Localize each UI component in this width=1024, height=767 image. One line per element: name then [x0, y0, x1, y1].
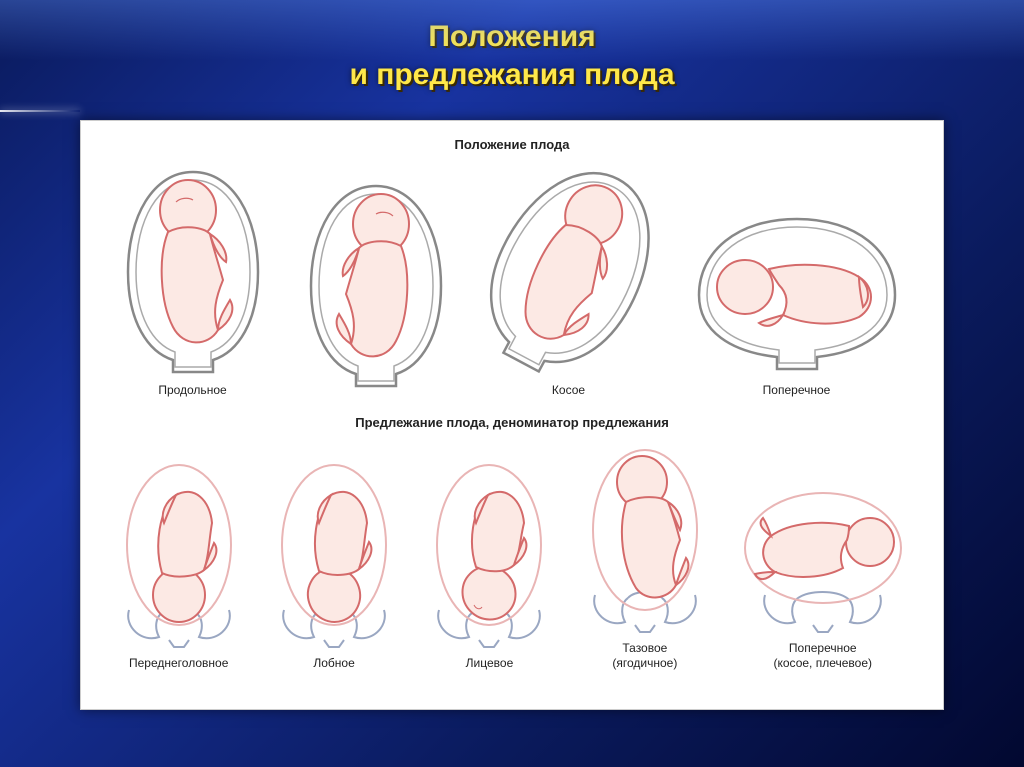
presentation-breech-label: Тазовое (ягодичное) [612, 641, 677, 670]
position-transverse-label: Поперечное [763, 383, 831, 397]
section-1-title: Положение плода [101, 137, 923, 152]
content-panel: Положение плода [80, 120, 944, 710]
presentation-brow-icon [269, 455, 399, 650]
presentation-face-label: Лицевое [466, 656, 514, 670]
position-longitudinal-2 [301, 176, 451, 397]
presentation-brow: Лобное [269, 455, 399, 670]
position-oblique-label: Косое [552, 383, 585, 397]
presentation-anterior-cephalic-label: Переднеголовное [129, 656, 228, 670]
slide-title: Положения и предлежания плода [0, 0, 1024, 93]
presentation-anterior-cephalic-icon [114, 455, 244, 650]
positions-row: Продольное [101, 162, 923, 397]
uterus-oblique-icon [484, 162, 654, 377]
presentation-breech-icon [580, 440, 710, 635]
section-2-title: Предлежание плода, деноминатор предлежан… [101, 415, 923, 430]
presentation-face-icon [424, 455, 554, 650]
presentations-row: Переднеголовное [101, 440, 923, 670]
presentation-transverse-shoulder-icon [735, 480, 910, 635]
title-line-2: и предлежания плода [349, 58, 674, 91]
slide: Положения и предлежания плода Положение … [0, 0, 1024, 767]
presentation-brow-label: Лобное [313, 656, 354, 670]
uterus-transverse-icon [687, 207, 907, 377]
uterus-longitudinal-1-icon [118, 162, 268, 377]
position-transverse: Поперечное [687, 207, 907, 397]
title-line-1: Положения [428, 20, 595, 53]
position-oblique: Косое [484, 162, 654, 397]
presentation-transverse-shoulder: Поперечное (косое, плечевое) [735, 480, 910, 670]
position-longitudinal-1-label: Продольное [158, 383, 226, 397]
presentation-face: Лицевое [424, 455, 554, 670]
position-longitudinal-1: Продольное [118, 162, 268, 397]
presentation-transverse-shoulder-label: Поперечное (косое, плечевое) [774, 641, 873, 670]
presentation-breech: Тазовое (ягодичное) [580, 440, 710, 670]
uterus-longitudinal-2-icon [301, 176, 451, 391]
presentation-anterior-cephalic: Переднеголовное [114, 455, 244, 670]
